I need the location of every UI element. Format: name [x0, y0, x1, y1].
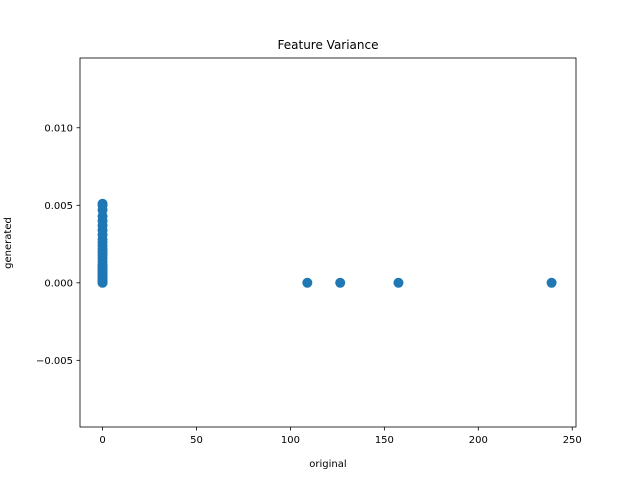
data-points — [97, 198, 557, 288]
data-point — [546, 277, 557, 288]
x-tick-label: 250 — [563, 435, 582, 446]
y-tick-label: −0.005 — [36, 356, 73, 367]
x-axis-label: original — [309, 459, 346, 470]
data-point — [302, 277, 313, 288]
y-axis-ticks: −0.005 0.000 0.005 0.010 — [36, 123, 80, 367]
data-point — [393, 277, 404, 288]
y-tick-label: 0.000 — [44, 278, 73, 289]
y-axis-label: generated — [3, 217, 14, 269]
data-point — [335, 277, 346, 288]
x-tick-label: 150 — [375, 435, 394, 446]
x-tick-label: 0 — [99, 435, 105, 446]
x-axis-ticks: 0 50 100 150 200 250 — [99, 427, 582, 446]
y-tick-label: 0.005 — [44, 201, 73, 212]
chart-title: Feature Variance — [278, 38, 379, 52]
data-point — [97, 277, 108, 288]
plot-frame — [79, 57, 577, 428]
x-tick-label: 200 — [469, 435, 488, 446]
y-tick-label: 0.010 — [44, 123, 73, 134]
x-tick-label: 100 — [281, 435, 300, 446]
x-tick-label: 50 — [190, 435, 203, 446]
